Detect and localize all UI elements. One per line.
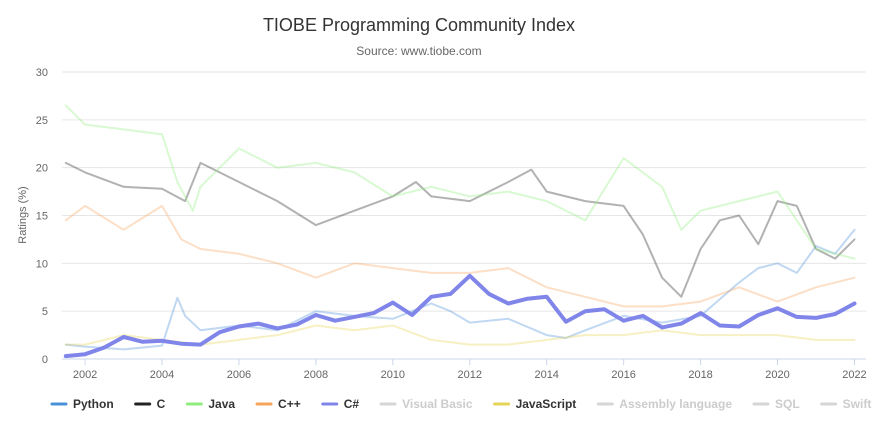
y-axis-title: Ratings (%) (17, 186, 29, 243)
x-tick-label: 2008 (304, 369, 328, 381)
legend-item-c-sharp[interactable]: C# (321, 397, 360, 411)
x-tick-label: 2010 (381, 369, 405, 381)
legend-item-javascript[interactable]: JavaScript (493, 397, 577, 411)
x-tick-label: 2006 (227, 369, 251, 381)
x-tick-label: 2004 (150, 369, 174, 381)
series-line-python[interactable] (64, 228, 856, 351)
chart-subtitle: Source: www.tiobe.com (356, 44, 481, 58)
x-tick-label: 2012 (458, 369, 482, 381)
legend-label: Swift (843, 397, 872, 411)
legend-item-c[interactable]: C (134, 397, 166, 411)
chart-title: TIOBE Programming Community Index (263, 15, 575, 35)
legend-label: Assembly language (619, 397, 732, 411)
legend-item-java[interactable]: Java (185, 397, 235, 411)
x-tick-label: 2016 (611, 369, 635, 381)
grid (62, 71, 866, 360)
legend-item-cpp[interactable]: C++ (255, 397, 301, 411)
x-axis-ticks: 2002 2004 2006 2008 2010 2012 2014 2016 2018 2020… (73, 359, 867, 381)
legend-label: JavaScript (516, 397, 577, 411)
y-tick-label: 5 (42, 306, 48, 318)
y-tick-label: 0 (42, 354, 48, 366)
series-line-cpp[interactable] (64, 204, 856, 308)
legend-label: Java (208, 397, 235, 411)
legend-item-swift[interactable]: Swift (820, 397, 872, 411)
x-tick-label: 2022 (842, 369, 866, 381)
x-tick-label: 2014 (534, 369, 558, 381)
y-tick-label: 20 (36, 163, 48, 175)
legend-label: C (157, 397, 166, 411)
series-line-c[interactable] (64, 161, 856, 298)
series-line-java[interactable] (64, 104, 856, 260)
legend-item-sql[interactable]: SQL (752, 397, 800, 411)
series-lines (63, 104, 857, 359)
legend-label: C++ (278, 397, 301, 411)
legend-label: Python (73, 397, 114, 411)
x-tick-label: 2002 (73, 369, 97, 381)
legend: Python C Java C++ C# Visual Basic JavaScript As… (50, 397, 872, 411)
y-tick-label: 10 (36, 258, 48, 270)
y-tick-label: 30 (36, 67, 48, 79)
legend-label: C# (344, 397, 360, 411)
y-tick-label: 15 (36, 211, 48, 223)
y-tick-label: 25 (36, 115, 48, 127)
legend-item-visual-basic[interactable]: Visual Basic (379, 397, 473, 411)
y-axis-ticks: 0 5 10 15 20 25 30 (36, 67, 48, 366)
x-tick-label: 2020 (765, 369, 789, 381)
x-tick-label: 2018 (688, 369, 712, 381)
legend-item-python[interactable]: Python (50, 397, 114, 411)
series-line-c-sharp[interactable] (63, 273, 857, 359)
legend-item-assembly-language[interactable]: Assembly language (596, 397, 732, 411)
legend-label: SQL (775, 397, 800, 411)
legend-label: Visual Basic (402, 397, 473, 411)
